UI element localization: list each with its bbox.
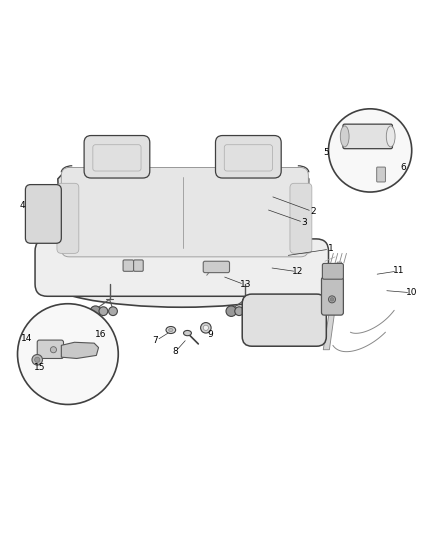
FancyBboxPatch shape <box>57 183 79 253</box>
Text: 2: 2 <box>311 207 316 216</box>
Circle shape <box>90 306 101 317</box>
Text: 1: 1 <box>328 245 334 254</box>
Polygon shape <box>58 168 309 253</box>
Circle shape <box>328 109 412 192</box>
Circle shape <box>328 296 336 303</box>
Text: 14: 14 <box>21 334 32 343</box>
Circle shape <box>50 346 57 353</box>
FancyBboxPatch shape <box>321 277 343 315</box>
Text: 13: 13 <box>240 280 251 289</box>
Circle shape <box>244 307 253 316</box>
FancyBboxPatch shape <box>84 135 150 178</box>
Ellipse shape <box>169 328 173 332</box>
FancyBboxPatch shape <box>134 260 143 271</box>
FancyBboxPatch shape <box>25 184 61 243</box>
Polygon shape <box>323 262 342 350</box>
FancyBboxPatch shape <box>215 135 281 178</box>
Circle shape <box>330 297 334 301</box>
Polygon shape <box>61 342 99 359</box>
Ellipse shape <box>340 126 349 147</box>
Circle shape <box>109 307 117 316</box>
Ellipse shape <box>42 248 322 307</box>
FancyBboxPatch shape <box>343 124 392 149</box>
FancyBboxPatch shape <box>203 261 230 273</box>
FancyBboxPatch shape <box>242 294 326 346</box>
Text: 4: 4 <box>20 201 25 209</box>
FancyBboxPatch shape <box>123 260 134 271</box>
Circle shape <box>99 307 108 316</box>
FancyBboxPatch shape <box>61 167 308 257</box>
Circle shape <box>226 306 237 317</box>
FancyBboxPatch shape <box>290 183 312 253</box>
Circle shape <box>32 354 42 365</box>
Text: 15: 15 <box>34 363 45 372</box>
Ellipse shape <box>184 330 191 336</box>
Text: 3: 3 <box>301 218 307 227</box>
Text: 6: 6 <box>400 164 406 173</box>
FancyBboxPatch shape <box>322 263 343 279</box>
Text: 8: 8 <box>172 348 178 357</box>
FancyBboxPatch shape <box>35 239 329 296</box>
Ellipse shape <box>386 126 395 147</box>
Text: 11: 11 <box>393 266 404 276</box>
Ellipse shape <box>166 327 176 334</box>
Circle shape <box>18 304 118 405</box>
Text: 10: 10 <box>406 288 417 297</box>
FancyBboxPatch shape <box>377 167 385 182</box>
Circle shape <box>201 322 211 333</box>
Text: 9: 9 <box>207 330 213 339</box>
Circle shape <box>35 357 40 362</box>
Text: 5: 5 <box>323 148 329 157</box>
Circle shape <box>235 307 244 316</box>
Text: 16: 16 <box>95 330 106 339</box>
FancyBboxPatch shape <box>37 340 64 359</box>
Text: 7: 7 <box>152 336 159 345</box>
Text: 12: 12 <box>292 267 304 276</box>
Circle shape <box>203 325 208 330</box>
